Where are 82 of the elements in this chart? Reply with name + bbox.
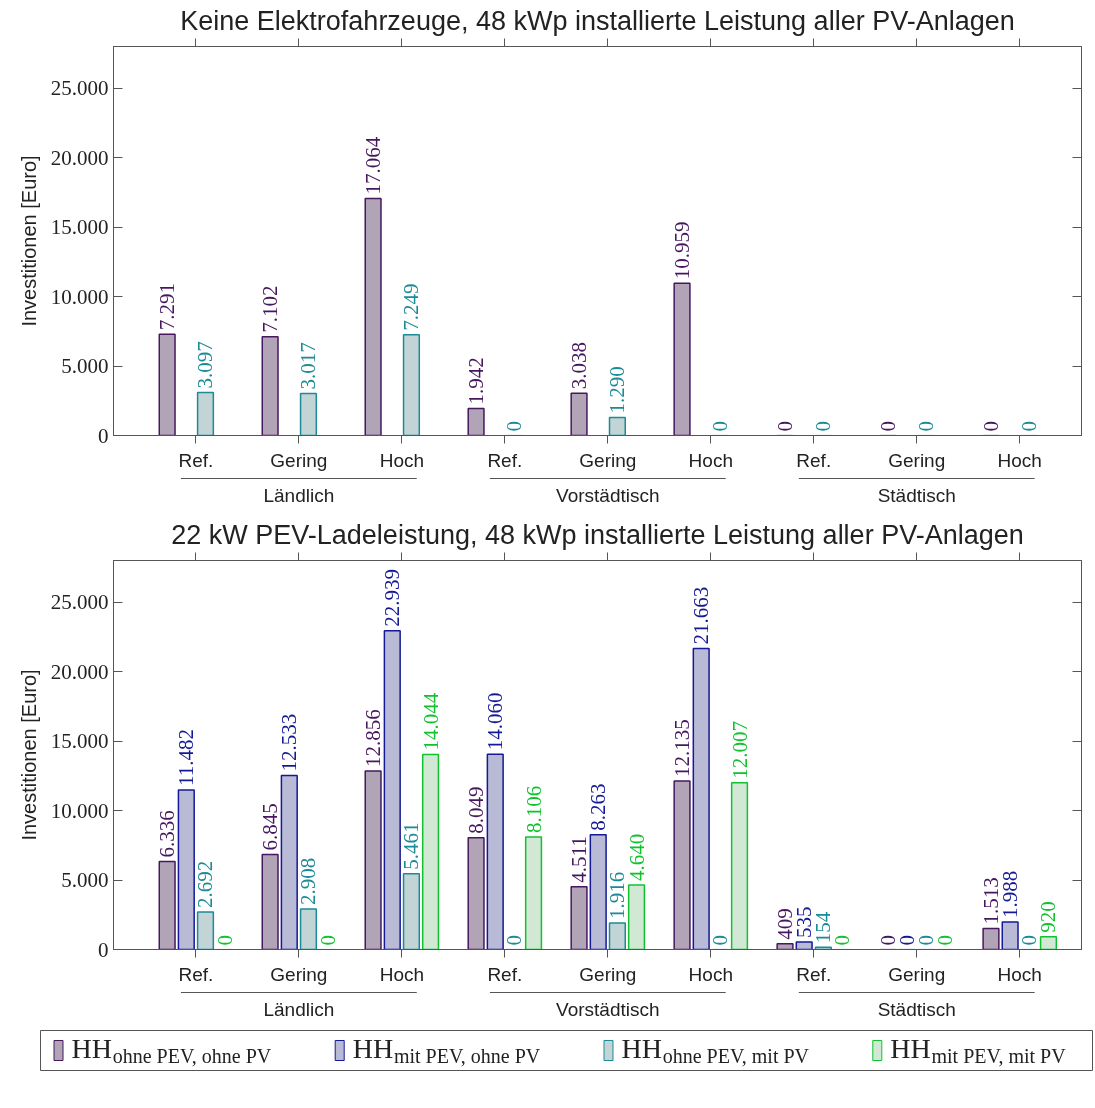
data-label: 12.135 — [670, 719, 695, 777]
x-tick-label: Hoch — [997, 963, 1042, 985]
data-label: 0 — [708, 935, 733, 946]
y-tick-label: 0 — [98, 937, 109, 962]
data-label: 3.038 — [567, 342, 592, 390]
x-tick-label: Gering — [579, 963, 637, 985]
data-label: 2.692 — [193, 860, 218, 909]
data-label: 0 — [811, 421, 836, 432]
data-label: 0 — [1017, 935, 1042, 946]
y-tick-label: 15.000 — [50, 729, 109, 754]
x-tick-label: Ref. — [487, 963, 523, 985]
x-tick-label: Hoch — [379, 449, 425, 471]
x-tick-label: Ref. — [796, 449, 832, 471]
data-label: 12.856 — [361, 709, 386, 767]
x-tick-label: Hoch — [997, 449, 1042, 471]
x-tick-label: Hoch — [688, 449, 733, 471]
text: Städtisch — [877, 485, 956, 506]
x-tick-label: Gering — [888, 963, 946, 985]
data-label: 7.291 — [155, 282, 180, 331]
data-label: 0 — [1017, 421, 1042, 432]
y-axis-title: Investitionen [Euro] — [17, 155, 40, 327]
data-label: 21.663 — [689, 586, 714, 645]
text: Vorstädtisch — [556, 999, 660, 1020]
y-tick-label: 0 — [98, 423, 109, 448]
text: Ländlich — [263, 999, 335, 1020]
chart-title: 22 kW PEV-Ladeleistung, 48 kWp installierte Leistung aller PV-Anlagen — [171, 519, 1024, 550]
data-label: 0 — [708, 421, 733, 432]
x-tick-label: Gering — [579, 449, 637, 471]
y-tick-label: 15.000 — [50, 215, 109, 240]
x-tick-label: Hoch — [688, 963, 733, 985]
data-label: 14.060 — [483, 692, 508, 751]
data-label: 4.511 — [567, 836, 592, 883]
data-label: 12.007 — [727, 720, 752, 779]
chart-title: Keine Elektrofahrzeuge, 48 kWp installierte Leistung aller PV-Anlagen — [180, 5, 1015, 36]
text: Vorstädtisch — [556, 485, 660, 506]
x-tick-label: Ref. — [178, 963, 214, 985]
data-label: 3.097 — [193, 341, 218, 389]
data-label: 0 — [502, 421, 527, 432]
data-label: 8.263 — [586, 783, 611, 831]
data-label: 5.461 — [399, 822, 424, 870]
data-label: 0 — [876, 421, 900, 432]
text: Städtisch — [877, 999, 956, 1020]
y-tick-label: 10.000 — [50, 798, 109, 823]
data-label: 12.533 — [277, 713, 302, 772]
x-tick-label: Ref. — [178, 449, 214, 471]
y-tick-label: 20.000 — [50, 145, 109, 170]
data-label: 920 — [1036, 901, 1061, 933]
data-label: 1.942 — [464, 357, 489, 405]
data-label: 8.106 — [521, 785, 546, 833]
y-axis-title: Investitionen [Euro] — [17, 669, 40, 841]
data-label: 0 — [914, 421, 939, 432]
data-label: 6.336 — [155, 810, 180, 858]
text: Ländlich — [263, 485, 335, 506]
data-label: 0 — [212, 935, 237, 946]
data-label: 7.249 — [399, 283, 424, 331]
y-tick-label: 5.000 — [61, 354, 109, 379]
data-label: 11.482 — [174, 729, 199, 786]
x-tick-label: Ref. — [796, 963, 832, 985]
data-label: 3.017 — [296, 342, 321, 390]
data-label: 0 — [978, 421, 1003, 432]
data-label: 6.845 — [258, 803, 283, 851]
data-label: 1.290 — [605, 366, 630, 414]
data-label: 17.064 — [361, 136, 386, 195]
y-tick-label: 25.000 — [50, 590, 109, 615]
x-tick-label: Hoch — [379, 963, 425, 985]
data-label: 7.102 — [258, 285, 283, 333]
data-label: 10.959 — [670, 221, 695, 280]
data-label: 0 — [773, 421, 798, 432]
y-tick-label: 10.000 — [50, 284, 109, 309]
y-tick-label: 5.000 — [61, 868, 109, 893]
y-tick-label: 25.000 — [50, 76, 109, 101]
y-tick-label: 20.000 — [50, 659, 109, 684]
x-tick-label: Gering — [270, 963, 328, 985]
x-tick-label: Gering — [888, 449, 946, 471]
x-tick-label: Gering — [270, 449, 328, 471]
data-label: 8.049 — [464, 786, 489, 834]
data-label: 0 — [315, 935, 340, 946]
data-label: 14.044 — [418, 692, 443, 751]
data-label: 2.908 — [296, 857, 321, 906]
x-tick-label: Ref. — [487, 449, 523, 471]
data-label: 22.939 — [380, 569, 405, 627]
data-label: 0 — [502, 935, 527, 946]
